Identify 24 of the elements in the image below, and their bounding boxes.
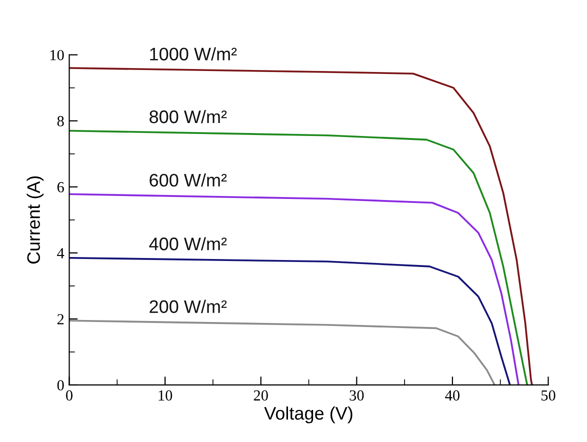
y-tick-label: 6	[57, 182, 64, 192]
line-series	[69, 320, 496, 385]
series-label: 400 W/m²	[149, 237, 227, 250]
y-tick-label: 4	[57, 248, 64, 258]
y-tick-label: 8	[57, 116, 64, 126]
x-axis-title: Voltage (V)	[264, 406, 352, 424]
series-label: 200 W/m²	[150, 300, 227, 314]
y-tick-label: 2	[57, 314, 64, 324]
y-axis-title: Current (A)	[26, 176, 44, 264]
x-tick-label: 20	[254, 390, 268, 401]
x-tick-label: 30	[350, 390, 364, 401]
line-series	[69, 193, 520, 385]
series-label: 1000 W/m²	[150, 47, 237, 60]
y-tick-label: 0	[57, 380, 64, 390]
line-series	[69, 67, 533, 385]
x-tick-label: 10	[158, 390, 172, 401]
line-series	[69, 256, 511, 385]
x-tick-label: 50	[542, 390, 556, 401]
x-tick-label: 40	[445, 390, 460, 401]
line-series	[69, 130, 528, 385]
x-tick-label: 0	[66, 390, 73, 401]
y-tick-label: 10	[50, 50, 64, 60]
series-label: 800 W/m²	[150, 110, 227, 124]
series-label: 600 W/m²	[150, 173, 227, 187]
